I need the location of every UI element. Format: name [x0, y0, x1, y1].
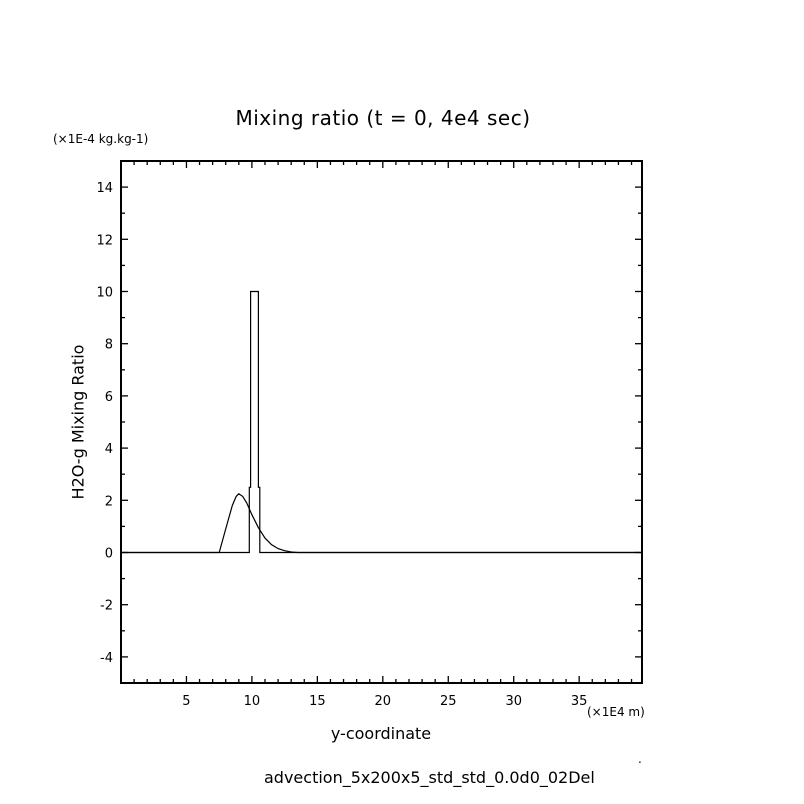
y-tick-label: 12: [96, 233, 113, 248]
x-tick-label: 10: [244, 694, 261, 709]
x-tick-label: 15: [309, 694, 326, 709]
chart-title: Mixing ratio (t = 0, 4e4 sec): [235, 106, 531, 130]
y-tick-label: 6: [105, 390, 113, 405]
x-tick-label: 25: [440, 694, 457, 709]
axis-ticks: [121, 161, 642, 683]
y-tick-label: 4: [105, 442, 113, 457]
y-tick-label: 14: [96, 181, 113, 196]
x-axis-label: y-coordinate: [330, 724, 432, 743]
x-tick-label: 20: [375, 694, 392, 709]
y-tick-label: 0: [105, 547, 113, 562]
y-tick-label: 8: [105, 338, 113, 353]
y-axis-units: (×1E-4 kg.kg-1): [53, 132, 149, 146]
x-axis-units: (×1E4 m): [587, 705, 645, 719]
footer-dot: .: [638, 752, 642, 766]
data-series: [121, 290, 642, 554]
plot-frame: [120, 160, 643, 684]
series-line-1: [121, 493, 642, 554]
y-tick-label: -4: [100, 651, 113, 666]
y-tick-label: 2: [105, 494, 113, 509]
series-line-0: [121, 290, 642, 554]
x-tick-label: 5: [182, 694, 190, 709]
x-tick-label: 30: [505, 694, 522, 709]
y-tick-label: -2: [100, 599, 113, 614]
x-tick-label: 35: [571, 694, 588, 709]
dataset-footer-label: advection_5x200x5_std_std_0.0d0_02Del: [264, 768, 595, 787]
axis-tick-labels: 5 10 15 20 25 30 35 -4 -2 0 2 4 6 8 10 12 14: [96, 181, 587, 709]
y-tick-label: 10: [96, 286, 113, 301]
